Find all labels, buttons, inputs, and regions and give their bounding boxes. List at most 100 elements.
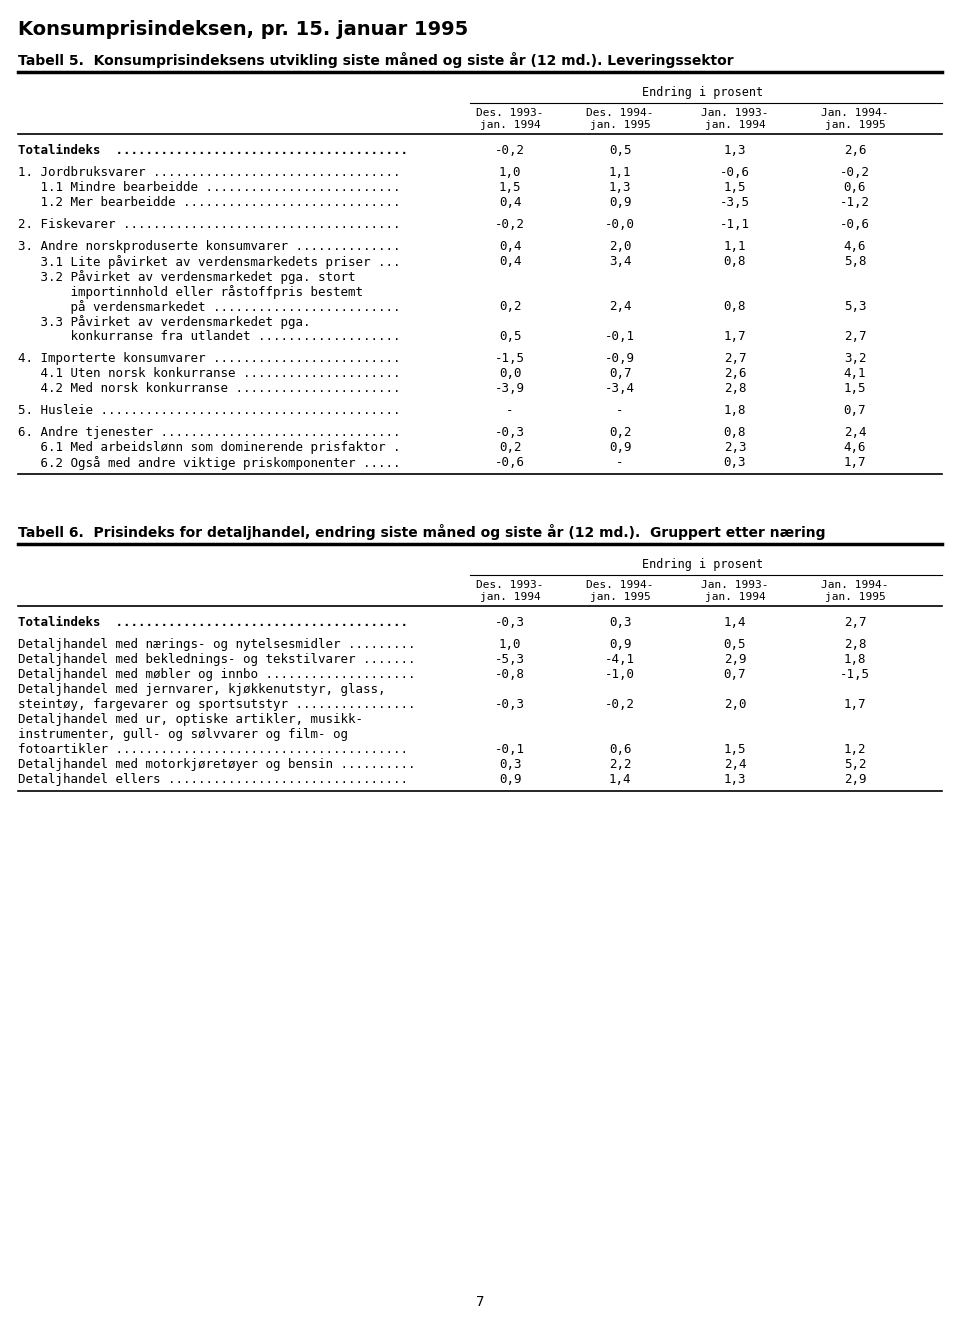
Text: -0,6: -0,6 [840, 218, 870, 232]
Text: Detaljhandel med ur, optiske artikler, musikk-: Detaljhandel med ur, optiske artikler, m… [18, 713, 363, 726]
Text: Tabell 6.  Prisindeks for detaljhandel, endring siste måned og siste år (12 md.): Tabell 6. Prisindeks for detaljhandel, e… [18, 524, 826, 540]
Text: 2,7: 2,7 [724, 352, 746, 365]
Text: Konsumprisindeksen, pr. 15. januar 1995: Konsumprisindeksen, pr. 15. januar 1995 [18, 20, 468, 38]
Text: på verdensmarkedet .........................: på verdensmarkedet .....................… [18, 300, 400, 314]
Text: -4,1: -4,1 [605, 654, 635, 665]
Text: 4,6: 4,6 [844, 441, 866, 454]
Text: 3.1 Lite påvirket av verdensmarkedets priser ...: 3.1 Lite påvirket av verdensmarkedets pr… [18, 255, 400, 269]
Text: instrumenter, gull- og sølvvarer og film- og: instrumenter, gull- og sølvvarer og film… [18, 728, 348, 741]
Text: Detaljhandel med motorkjøretøyer og bensin ..........: Detaljhandel med motorkjøretøyer og bens… [18, 758, 416, 771]
Text: Des. 1994-: Des. 1994- [587, 579, 654, 590]
Text: konkurranse fra utlandet ...................: konkurranse fra utlandet ...............… [18, 329, 400, 343]
Text: -0,6: -0,6 [495, 456, 525, 468]
Text: 3.3 Påvirket av verdensmarkedet pga.: 3.3 Påvirket av verdensmarkedet pga. [18, 315, 310, 329]
Text: -0,3: -0,3 [495, 617, 525, 628]
Text: 2,3: 2,3 [724, 441, 746, 454]
Text: -0,3: -0,3 [495, 699, 525, 710]
Text: 0,4: 0,4 [499, 239, 521, 253]
Text: 4,6: 4,6 [844, 239, 866, 253]
Text: -3,4: -3,4 [605, 382, 635, 396]
Text: 3. Andre norskproduserte konsumvarer ..............: 3. Andre norskproduserte konsumvarer ...… [18, 239, 400, 253]
Text: 2,8: 2,8 [724, 382, 746, 396]
Text: 5,2: 5,2 [844, 758, 866, 771]
Text: 3,4: 3,4 [609, 255, 632, 269]
Text: Detaljhandel med nærings- og nytelsesmidler .........: Detaljhandel med nærings- og nytelsesmid… [18, 638, 416, 651]
Text: 0,9: 0,9 [609, 196, 632, 209]
Text: -0,2: -0,2 [840, 165, 870, 179]
Text: 1,7: 1,7 [724, 329, 746, 343]
Text: jan. 1995: jan. 1995 [825, 120, 885, 130]
Text: Endring i prosent: Endring i prosent [642, 86, 763, 99]
Text: -0,6: -0,6 [720, 165, 750, 179]
Text: -: - [616, 456, 624, 468]
Text: 1.1 Mindre bearbeidde ..........................: 1.1 Mindre bearbeidde ..................… [18, 181, 400, 194]
Text: 0,8: 0,8 [724, 255, 746, 269]
Text: -0,1: -0,1 [495, 744, 525, 755]
Text: Detaljhandel med jernvarer, kjøkkenutstyr, glass,: Detaljhandel med jernvarer, kjøkkenutsty… [18, 683, 386, 696]
Text: 0,5: 0,5 [724, 638, 746, 651]
Text: 2,4: 2,4 [844, 426, 866, 439]
Text: 1,5: 1,5 [499, 181, 521, 194]
Text: Des. 1994-: Des. 1994- [587, 108, 654, 118]
Text: 0,8: 0,8 [724, 426, 746, 439]
Text: 0,9: 0,9 [499, 773, 521, 786]
Text: 3.2 Påvirket av verdensmarkedet pga. stort: 3.2 Påvirket av verdensmarkedet pga. sto… [18, 270, 355, 284]
Text: -: - [616, 404, 624, 417]
Text: 0,2: 0,2 [499, 441, 521, 454]
Text: 1,1: 1,1 [609, 165, 632, 179]
Text: 0,5: 0,5 [499, 329, 521, 343]
Text: 2,9: 2,9 [724, 654, 746, 665]
Text: 0,5: 0,5 [609, 144, 632, 157]
Text: 6.2 Også med andre viktige priskomponenter .....: 6.2 Også med andre viktige priskomponent… [18, 456, 400, 470]
Text: -: - [506, 404, 514, 417]
Text: -0,8: -0,8 [495, 668, 525, 681]
Text: importinnhold eller råstoffpris bestemt: importinnhold eller råstoffpris bestemt [18, 284, 363, 299]
Text: jan. 1994: jan. 1994 [705, 120, 765, 130]
Text: 4.2 Med norsk konkurranse ......................: 4.2 Med norsk konkurranse ..............… [18, 382, 400, 396]
Text: -1,0: -1,0 [605, 668, 635, 681]
Text: 1,4: 1,4 [724, 617, 746, 628]
Text: -0,0: -0,0 [605, 218, 635, 232]
Text: 0,9: 0,9 [609, 441, 632, 454]
Text: 1,7: 1,7 [844, 456, 866, 468]
Text: 1,8: 1,8 [724, 404, 746, 417]
Text: 1,5: 1,5 [724, 744, 746, 755]
Text: Totalindeks  .......................................: Totalindeks ............................… [18, 144, 408, 157]
Text: 1,1: 1,1 [724, 239, 746, 253]
Text: jan. 1995: jan. 1995 [589, 591, 650, 602]
Text: 0,8: 0,8 [724, 300, 746, 314]
Text: 2,9: 2,9 [844, 773, 866, 786]
Text: 0,6: 0,6 [844, 181, 866, 194]
Text: -1,5: -1,5 [840, 668, 870, 681]
Text: jan. 1995: jan. 1995 [589, 120, 650, 130]
Text: -0,2: -0,2 [495, 144, 525, 157]
Text: 2,7: 2,7 [844, 329, 866, 343]
Text: 2,0: 2,0 [724, 699, 746, 710]
Text: 0,7: 0,7 [724, 668, 746, 681]
Text: Detaljhandel med beklednings- og tekstilvarer .......: Detaljhandel med beklednings- og tekstil… [18, 654, 416, 665]
Text: -0,3: -0,3 [495, 426, 525, 439]
Text: 2,2: 2,2 [609, 758, 632, 771]
Text: Endring i prosent: Endring i prosent [642, 558, 763, 572]
Text: Detaljhandel ellers ................................: Detaljhandel ellers ....................… [18, 773, 408, 786]
Text: 1,0: 1,0 [499, 638, 521, 651]
Text: 1. Jordbruksvarer .................................: 1. Jordbruksvarer ......................… [18, 165, 400, 179]
Text: 6. Andre tjenester ................................: 6. Andre tjenester .....................… [18, 426, 400, 439]
Text: 3,2: 3,2 [844, 352, 866, 365]
Text: 1,8: 1,8 [844, 654, 866, 665]
Text: 0,9: 0,9 [609, 638, 632, 651]
Text: Jan. 1994-: Jan. 1994- [821, 108, 889, 118]
Text: 0,3: 0,3 [609, 617, 632, 628]
Text: jan. 1995: jan. 1995 [825, 591, 885, 602]
Text: Jan. 1994-: Jan. 1994- [821, 579, 889, 590]
Text: 0,7: 0,7 [844, 404, 866, 417]
Text: 1,4: 1,4 [609, 773, 632, 786]
Text: 1,7: 1,7 [844, 699, 866, 710]
Text: 2,7: 2,7 [844, 617, 866, 628]
Text: -3,5: -3,5 [720, 196, 750, 209]
Text: 2,4: 2,4 [724, 758, 746, 771]
Text: -3,9: -3,9 [495, 382, 525, 396]
Text: jan. 1994: jan. 1994 [705, 591, 765, 602]
Text: 4,1: 4,1 [844, 366, 866, 380]
Text: 4. Importerte konsumvarer .........................: 4. Importerte konsumvarer ..............… [18, 352, 400, 365]
